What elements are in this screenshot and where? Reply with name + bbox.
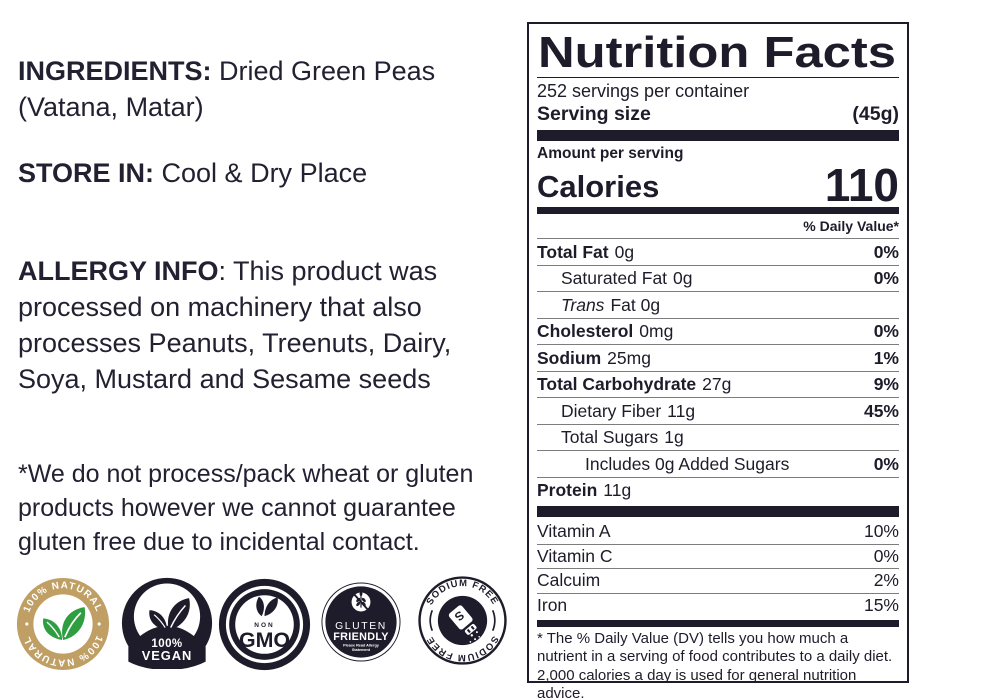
row-dietary-fiber: Dietary Fiber 11g 45% — [537, 397, 899, 424]
row-sodium: Sodium 25mg 1% — [537, 344, 899, 371]
ingredients-value: Dried Green Peas (Vatana, Matar) — [18, 56, 436, 122]
badge-non-gmo: NON GMO — [218, 578, 311, 671]
paren-right — [491, 609, 496, 632]
gluten-note1: Please Read Allergy — [343, 643, 380, 647]
gluten-note2: Statement — [352, 648, 371, 652]
separator-bar — [537, 506, 899, 517]
allergy-text: ALLERGY INFO: This product was processed… — [18, 253, 524, 397]
badge-100-natural: 100% NATURAL 100% NATURAL — [16, 577, 110, 671]
paren-left — [429, 609, 434, 632]
row-total-fat: Total Fat 0g 0% — [537, 241, 899, 262]
separator-bar — [537, 207, 899, 214]
serving-size-label: Serving size — [537, 103, 651, 125]
separator-bar — [537, 620, 899, 627]
salt-shaker-icon: S — [448, 605, 477, 635]
vegan-leaf-icon — [149, 598, 190, 631]
badge-100-vegan: 100% VEGAN — [121, 577, 213, 669]
calories-row: Calories 110 — [537, 159, 899, 211]
allergy-label: ALLERGY INFO — [18, 256, 219, 286]
gmo-center — [235, 595, 294, 654]
daily-value-header: % Daily Value* — [537, 217, 899, 239]
amount-per-serving: Amount per serving — [537, 145, 684, 162]
salt-dots — [469, 631, 481, 645]
leaf-icon — [42, 607, 86, 640]
non-gmo-line2: GMO — [239, 628, 290, 652]
serving-size-value: (45g) — [852, 103, 899, 125]
gluten-line2: FRIENDLY — [333, 631, 389, 643]
calories-label: Calories — [537, 169, 660, 204]
vegan-line2: VEGAN — [142, 648, 192, 663]
allergy-value: : This product was processed on machiner… — [18, 256, 452, 394]
gluten-note-text: *We do not process/pack wheat or gluten … — [18, 460, 474, 556]
servings-per-container: 252 servings per container — [537, 81, 750, 101]
vegan-line1: 100% — [151, 638, 182, 650]
row-cholesterol: Cholesterol 0mg 0% — [537, 317, 899, 345]
dot-right — [97, 622, 101, 626]
serving-size-row: Serving size (45g) — [537, 102, 899, 127]
nf-title-wrap: Nutrition Facts — [538, 29, 896, 75]
storage-text: STORE IN: Cool & Dry Place — [18, 155, 524, 191]
nutrition-facts-panel: Nutrition Facts 252 servings per contain… — [527, 22, 909, 700]
row-vitamin-c: Vitamin C 0% — [537, 543, 899, 569]
non-gmo-line1: NON — [254, 622, 275, 629]
non-gmo-leaf-icon — [256, 596, 278, 617]
natural-center — [33, 594, 93, 654]
gluten-line1: GLUTEN — [335, 621, 387, 632]
row-total-sugars: Total Sugars 1g — [537, 423, 899, 451]
calories-value: 110 — [824, 159, 899, 211]
row-trans-fat: Trans Fat 0g — [537, 291, 899, 318]
wheat-free-icon — [351, 591, 371, 612]
ingredients-label: INGREDIENTS: — [18, 56, 212, 86]
sodium-ring — [418, 576, 507, 665]
badge-gluten-friendly: GLUTEN FRIENDLY Please Read Allergy Stat… — [321, 582, 401, 662]
dot-left — [25, 622, 29, 626]
vegan-mound — [128, 625, 206, 669]
row-vitamin-a: Vitamin A 10% — [537, 521, 899, 541]
storage-label: STORE IN: — [18, 158, 155, 188]
row-saturated-fat: Saturated Fat 0g 0% — [537, 264, 899, 292]
ingredients-text: INGREDIENTS: Dried Green Peas (Vatana, M… — [18, 53, 524, 125]
daily-value-footnote: * The % Daily Value (DV) tells you how m… — [537, 630, 893, 700]
nf-title: Nutrition Facts — [538, 29, 896, 75]
row-calcium: Calcuim 2% — [537, 568, 899, 593]
row-iron: Iron 15% — [537, 592, 899, 618]
badge-sodium-free: SODIUM FREE SODIUM FREE S — [416, 574, 509, 667]
title-rule — [537, 77, 899, 78]
row-protein: Protein 11g — [537, 476, 899, 504]
separator-bar — [537, 130, 899, 141]
row-total-carbohydrate: Total Carbohydrate 27g 9% — [537, 370, 899, 398]
row-added-sugars: Includes 0g Added Sugars 0% — [537, 450, 899, 477]
storage-value: Cool & Dry Place — [161, 158, 368, 188]
gluten-circle — [325, 586, 397, 658]
